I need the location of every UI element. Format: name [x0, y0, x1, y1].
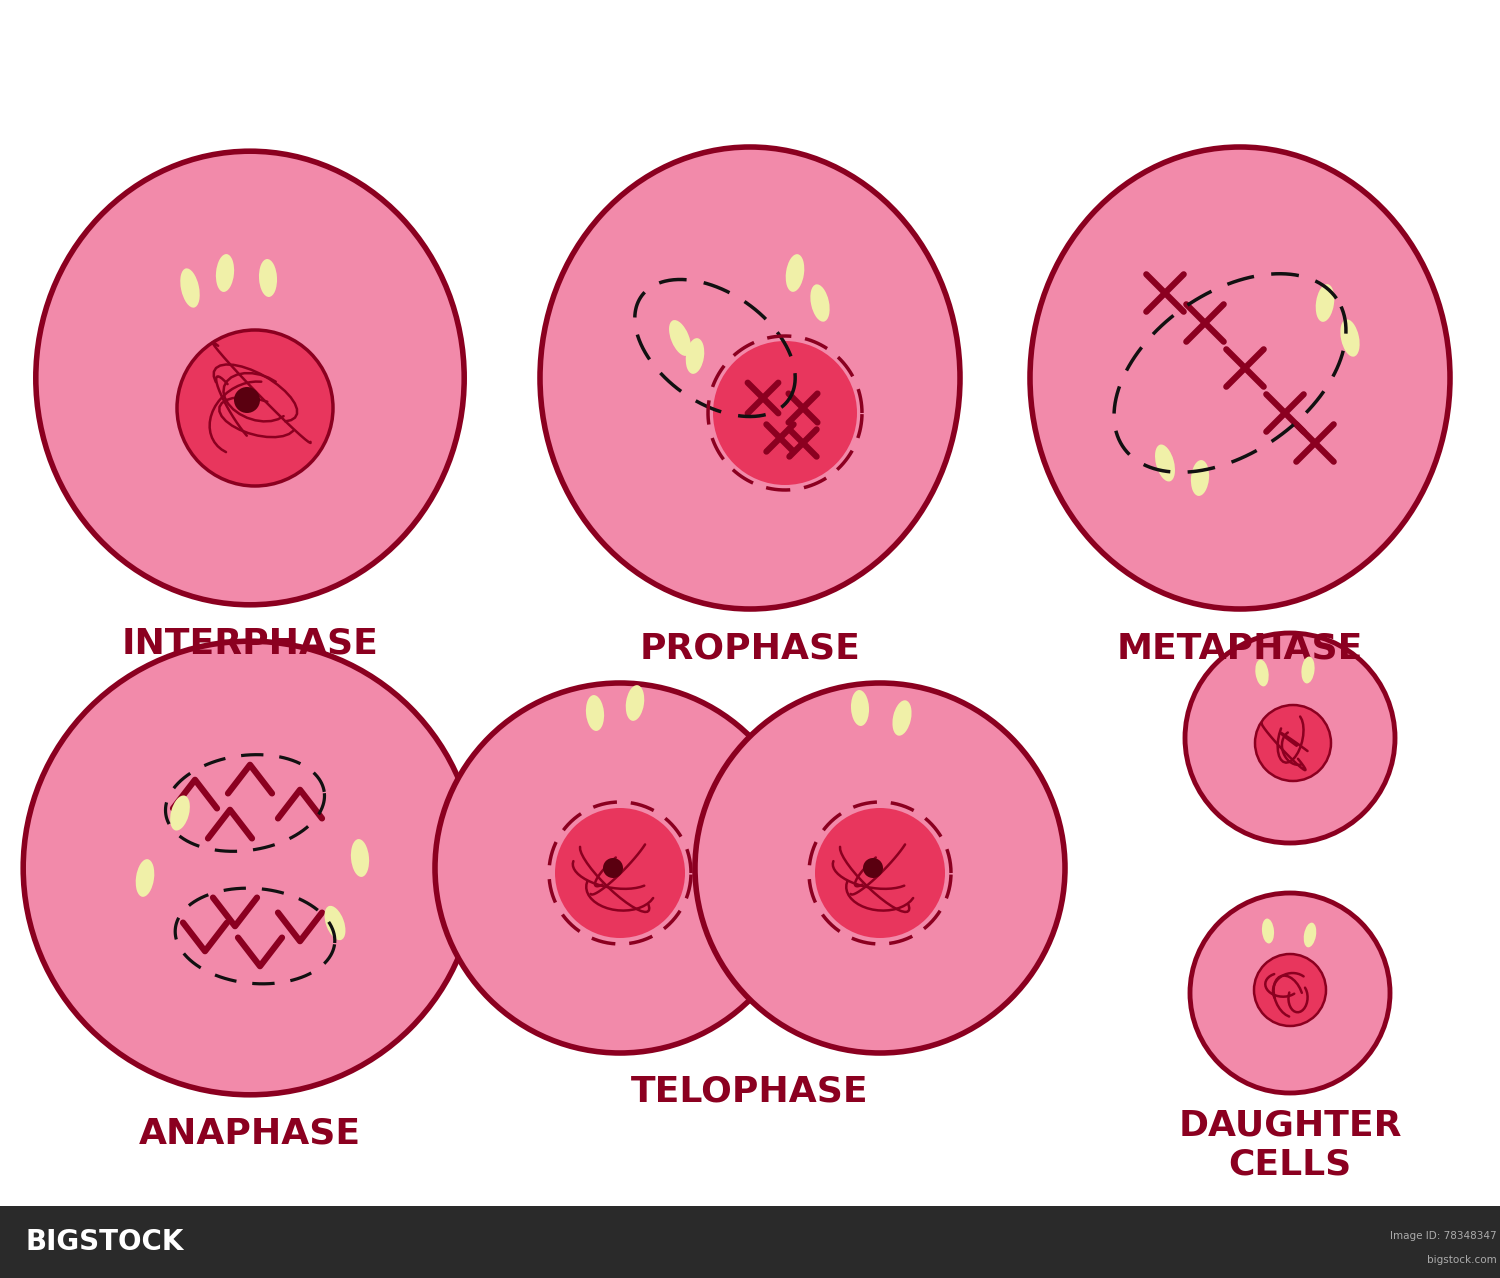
Circle shape	[555, 808, 686, 938]
Ellipse shape	[1304, 923, 1317, 947]
Text: BIGSTOCK: BIGSTOCK	[26, 1228, 183, 1256]
Circle shape	[1256, 705, 1330, 781]
Circle shape	[1190, 893, 1390, 1093]
Ellipse shape	[1316, 284, 1335, 322]
Ellipse shape	[626, 685, 645, 721]
Text: ANAPHASE: ANAPHASE	[140, 1117, 362, 1150]
Ellipse shape	[686, 339, 705, 374]
Text: Image ID: 78348347: Image ID: 78348347	[1390, 1231, 1497, 1241]
Circle shape	[815, 808, 945, 938]
Circle shape	[712, 341, 856, 484]
Text: METAPHASE: METAPHASE	[1118, 631, 1364, 665]
Circle shape	[177, 330, 333, 486]
Circle shape	[234, 387, 260, 413]
Ellipse shape	[324, 906, 345, 941]
Ellipse shape	[216, 254, 234, 291]
Circle shape	[694, 682, 1065, 1053]
Circle shape	[435, 682, 806, 1053]
Circle shape	[862, 858, 883, 878]
Ellipse shape	[260, 259, 278, 296]
Ellipse shape	[586, 695, 604, 731]
Text: bigstock.com: bigstock.com	[1428, 1255, 1497, 1265]
Ellipse shape	[850, 690, 868, 726]
Ellipse shape	[135, 859, 154, 897]
Ellipse shape	[1256, 659, 1269, 686]
Ellipse shape	[810, 284, 830, 322]
Text: PROPHASE: PROPHASE	[639, 631, 861, 665]
Ellipse shape	[170, 795, 190, 831]
Ellipse shape	[786, 254, 804, 291]
Ellipse shape	[1302, 657, 1314, 684]
Bar	[0, 1206, 1500, 1278]
Ellipse shape	[540, 147, 960, 610]
Ellipse shape	[669, 320, 692, 357]
Ellipse shape	[1191, 460, 1209, 496]
Ellipse shape	[351, 840, 369, 877]
Text: INTERPHASE: INTERPHASE	[122, 626, 378, 661]
Circle shape	[603, 858, 622, 878]
Circle shape	[1254, 953, 1326, 1026]
Ellipse shape	[180, 268, 200, 308]
Ellipse shape	[1262, 919, 1274, 943]
Ellipse shape	[36, 151, 463, 604]
Ellipse shape	[1155, 445, 1174, 482]
Circle shape	[1185, 633, 1395, 843]
Ellipse shape	[1030, 147, 1450, 610]
Ellipse shape	[1341, 320, 1359, 357]
Text: TELOPHASE: TELOPHASE	[632, 1075, 868, 1109]
Ellipse shape	[892, 700, 912, 736]
Text: DAUGHTER
CELLS: DAUGHTER CELLS	[1179, 1108, 1401, 1181]
Circle shape	[22, 642, 477, 1095]
